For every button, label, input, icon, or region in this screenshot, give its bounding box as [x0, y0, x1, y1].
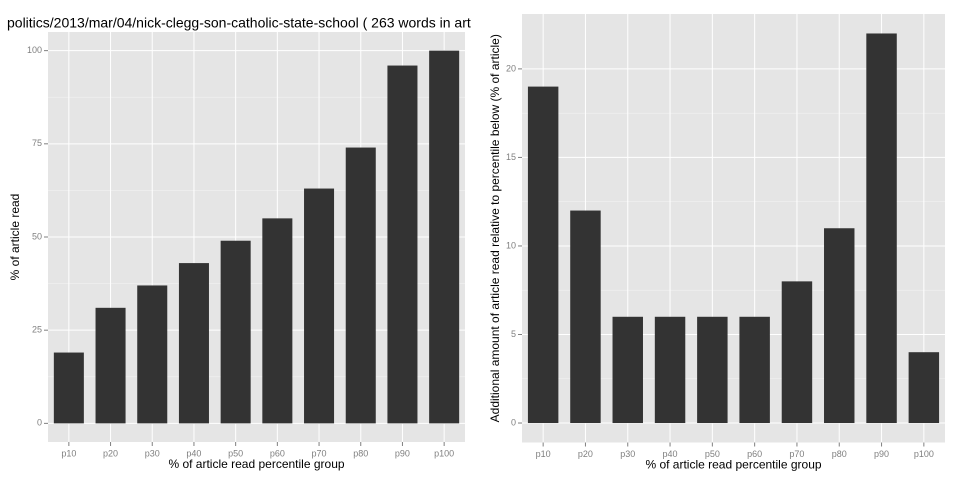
bar [345, 147, 376, 424]
y-tick-label: 5 [511, 329, 516, 339]
bar [95, 307, 126, 424]
bar [781, 281, 813, 424]
x-tick-label: p70 [312, 448, 327, 458]
x-tick-label: p10 [61, 448, 76, 458]
bar [739, 316, 770, 424]
bar [697, 316, 728, 424]
x-tick-label: p80 [353, 448, 368, 458]
bar [908, 352, 940, 424]
y-tick-label: 20 [506, 63, 516, 73]
x-tick-label: p60 [747, 449, 762, 459]
bar [866, 33, 897, 424]
x-axis-title: % of article read percentile group [168, 457, 344, 471]
x-tick-label: p100 [434, 448, 454, 458]
x-tick-label: p60 [270, 448, 285, 458]
chart-title: politics/2013/mar/04/nick-clegg-son-cath… [7, 15, 471, 31]
bar [137, 285, 168, 424]
x-tick-label: p50 [705, 449, 720, 459]
chart-right: 0 5 10 15 20 p10 p20 p30 p40 p50 p60 p70 p80 p90 p100%… [488, 14, 945, 472]
y-tick-label: 50 [32, 231, 42, 241]
x-tick-label: p40 [663, 449, 678, 459]
y-tick-label: 0 [37, 418, 42, 428]
bar [262, 218, 293, 424]
x-tick-label: p100 [914, 449, 934, 459]
bar [387, 65, 418, 424]
y-tick-label: 100 [27, 45, 42, 55]
x-axis-title: % of article read percentile group [645, 458, 821, 472]
bar [53, 352, 84, 424]
x-tick-label: p90 [874, 449, 889, 459]
bar [304, 188, 335, 424]
y-tick-label: 15 [506, 152, 516, 162]
x-tick-label: p90 [395, 448, 410, 458]
y-axis-title: % of article read [8, 194, 22, 281]
y-tick-label: 75 [32, 138, 42, 148]
bar [612, 316, 643, 424]
bar [654, 316, 686, 424]
x-tick-label: p80 [832, 449, 847, 459]
bar [527, 86, 559, 424]
x-tick-label: p30 [145, 448, 160, 458]
x-tick-label: p70 [789, 449, 804, 459]
y-tick-label: 10 [506, 240, 516, 250]
bar [570, 210, 601, 424]
y-tick-label: 0 [511, 417, 516, 427]
y-tick-label: 25 [32, 325, 42, 335]
x-tick-label: p40 [186, 448, 201, 458]
bar [178, 263, 209, 424]
x-tick-label: p20 [578, 449, 593, 459]
bar [824, 228, 855, 424]
x-tick-label: p20 [103, 448, 118, 458]
bar [220, 240, 251, 424]
x-tick-label: p10 [536, 449, 551, 459]
chart-left: 0 25 50 75 100 p10 p20 p30 p40 p50 p60 p70 p80 p90 p10… [7, 15, 471, 471]
bar [429, 50, 460, 424]
y-axis-title: Additional amount of article read relati… [488, 34, 502, 422]
x-tick-label: p50 [228, 448, 243, 458]
x-tick-label: p30 [620, 449, 635, 459]
